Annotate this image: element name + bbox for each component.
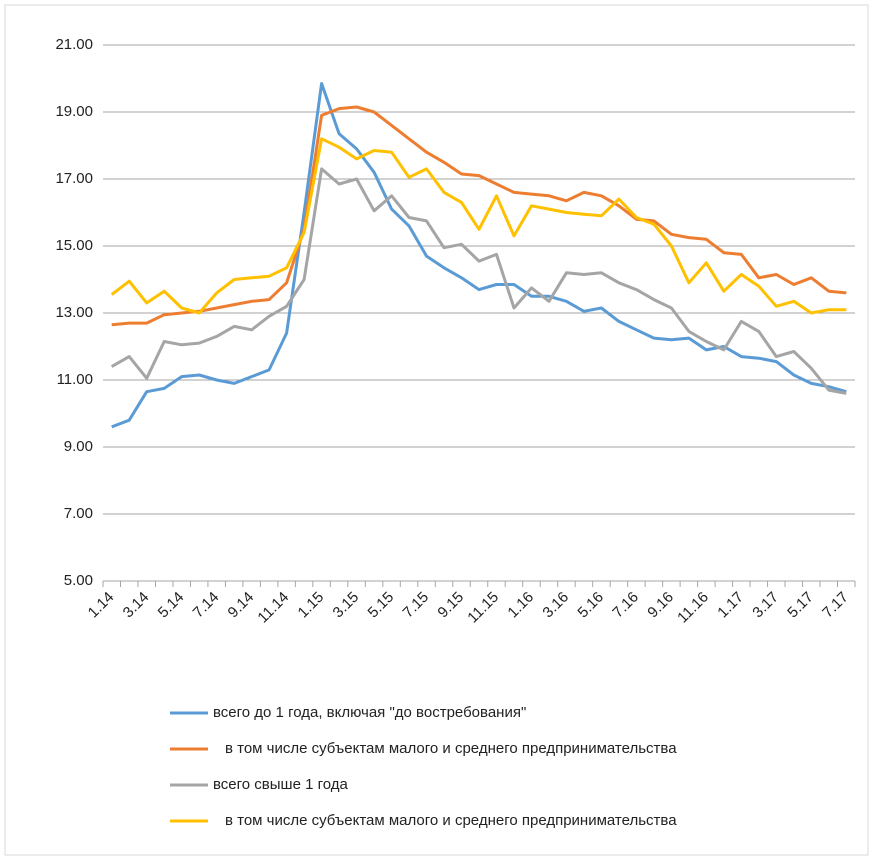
series-line bbox=[111, 82, 847, 429]
legend-label: всего до 1 года, включая "до востребован… bbox=[213, 704, 526, 721]
y-tick-label: 13.00 bbox=[55, 304, 93, 321]
legend-label: в том числе субъектам малого и среднего … bbox=[225, 740, 677, 757]
series-line bbox=[111, 105, 847, 327]
y-tick-label: 11.00 bbox=[57, 371, 93, 388]
chart-border bbox=[4, 4, 869, 856]
y-tick-label: 21.00 bbox=[55, 36, 93, 53]
series-line bbox=[110, 137, 847, 315]
y-tick-label: 19.00 bbox=[55, 103, 93, 120]
y-tick-label: 15.00 bbox=[55, 237, 93, 254]
legend-label: в том числе субъектам малого и среднего … bbox=[225, 812, 677, 829]
y-tick-label: 17.00 bbox=[55, 170, 93, 187]
y-tick-label: 9.00 bbox=[64, 438, 93, 455]
y-tick-label: 5.00 bbox=[64, 572, 93, 589]
series-line bbox=[110, 167, 847, 395]
y-tick-label: 7.00 bbox=[64, 505, 93, 522]
legend-label: всего свыше 1 года bbox=[213, 776, 349, 793]
